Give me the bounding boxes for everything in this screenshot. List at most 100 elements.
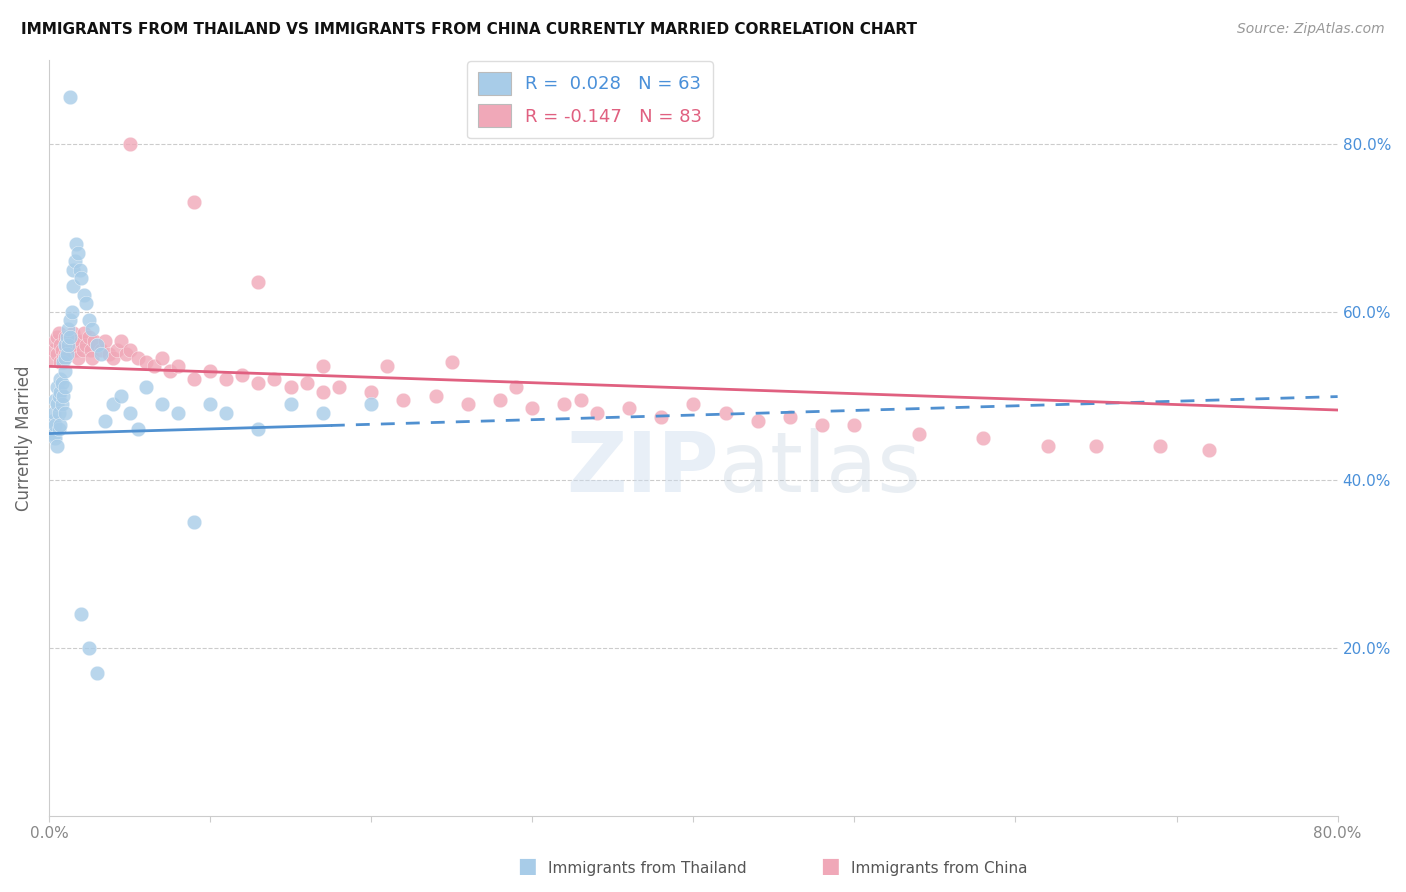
Text: ZIP: ZIP	[567, 427, 718, 508]
Point	[59, 330, 82, 344]
Point	[46, 397, 69, 411]
Point	[49, 372, 72, 386]
Point	[77, 313, 100, 327]
Point	[82, 351, 104, 365]
Point	[70, 271, 93, 285]
Point	[60, 304, 83, 318]
Point	[682, 397, 704, 411]
Point	[166, 359, 188, 374]
Point	[62, 279, 84, 293]
Point	[70, 334, 93, 348]
Point	[198, 363, 221, 377]
Point	[41, 414, 63, 428]
Point	[65, 343, 87, 357]
Point	[247, 422, 270, 436]
Point	[103, 351, 125, 365]
Point	[48, 326, 70, 340]
Point	[52, 351, 75, 365]
Y-axis label: Currently Married: Currently Married	[15, 365, 32, 510]
Point	[811, 418, 834, 433]
Point	[62, 262, 84, 277]
Point	[59, 90, 82, 104]
Point	[215, 405, 238, 419]
Point	[63, 334, 86, 348]
Point	[89, 347, 111, 361]
Point	[142, 359, 165, 374]
Point	[135, 355, 157, 369]
Text: IMMIGRANTS FROM THAILAND VS IMMIGRANTS FROM CHINA CURRENTLY MARRIED CORRELATION : IMMIGRANTS FROM THAILAND VS IMMIGRANTS F…	[21, 22, 917, 37]
Point	[118, 343, 141, 357]
Point	[105, 343, 128, 357]
Point	[73, 326, 96, 340]
Point	[328, 380, 350, 394]
Point	[55, 330, 77, 344]
Text: atlas: atlas	[718, 427, 921, 508]
Point	[48, 405, 70, 419]
Point	[457, 397, 479, 411]
Point	[83, 334, 105, 348]
Text: Immigrants from Thailand: Immigrants from Thailand	[548, 861, 747, 876]
Point	[650, 409, 672, 424]
Point	[569, 392, 592, 407]
Point	[1198, 443, 1220, 458]
Point	[44, 392, 66, 407]
Point	[110, 334, 132, 348]
Point	[86, 338, 108, 352]
Point	[231, 368, 253, 382]
Point	[46, 330, 69, 344]
Point	[42, 343, 65, 357]
Point	[505, 380, 527, 394]
Point	[312, 384, 335, 399]
Point	[360, 384, 382, 399]
Point	[53, 347, 76, 361]
Point	[73, 288, 96, 302]
Point	[53, 380, 76, 394]
Point	[295, 376, 318, 391]
Point	[42, 405, 65, 419]
Point	[58, 338, 80, 352]
Point	[69, 262, 91, 277]
Point	[908, 426, 931, 441]
Point	[58, 343, 80, 357]
Point	[80, 343, 103, 357]
Point	[62, 326, 84, 340]
Point	[70, 607, 93, 622]
Point	[46, 380, 69, 394]
Point	[58, 321, 80, 335]
Point	[44, 334, 66, 348]
Point	[714, 405, 737, 419]
Point	[150, 397, 173, 411]
Text: Source: ZipAtlas.com: Source: ZipAtlas.com	[1237, 22, 1385, 37]
Text: ■: ■	[820, 856, 839, 876]
Point	[52, 355, 75, 369]
Point	[55, 334, 77, 348]
Point	[44, 418, 66, 433]
Point	[127, 351, 149, 365]
Text: ■: ■	[517, 856, 537, 876]
Point	[48, 389, 70, 403]
Point	[49, 338, 72, 352]
Point	[166, 405, 188, 419]
Point	[312, 405, 335, 419]
Point	[312, 359, 335, 374]
Point	[59, 313, 82, 327]
Point	[97, 347, 120, 361]
Point	[844, 418, 866, 433]
Point	[53, 330, 76, 344]
Point	[392, 392, 415, 407]
Point	[247, 376, 270, 391]
Point	[53, 338, 76, 352]
Point	[198, 397, 221, 411]
Point	[46, 347, 69, 361]
Point	[82, 321, 104, 335]
Point	[1085, 439, 1108, 453]
Point	[118, 136, 141, 151]
Point	[94, 334, 117, 348]
Point	[41, 351, 63, 365]
Point	[48, 422, 70, 436]
Point	[110, 389, 132, 403]
Point	[425, 389, 447, 403]
Point	[375, 359, 398, 374]
Point	[247, 275, 270, 289]
Point	[53, 351, 76, 365]
